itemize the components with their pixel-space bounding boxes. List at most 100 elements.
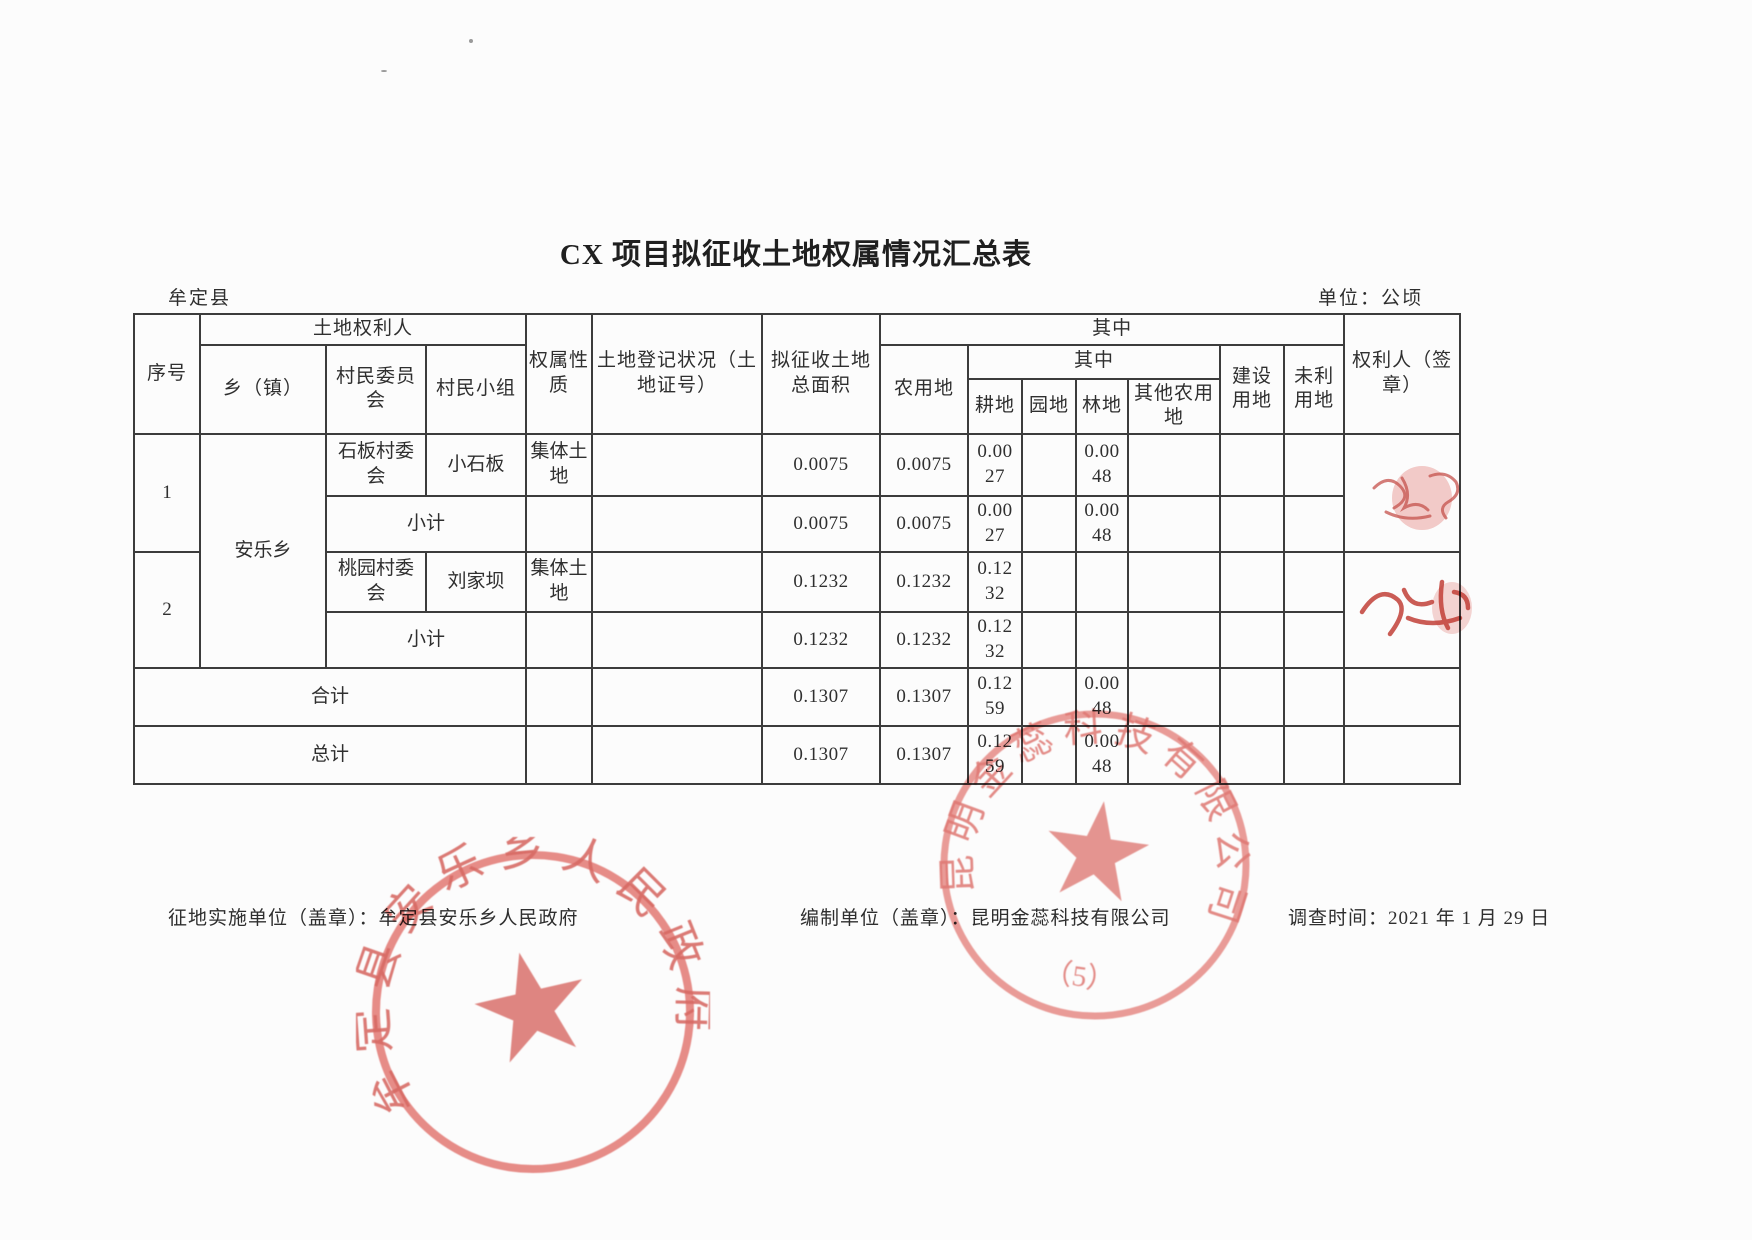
- cell-r2-nature: 集体土地: [525, 551, 594, 614]
- table-row: 小计 0.0075 0.0075 0.00 27 0.00 48: [134, 495, 1460, 554]
- cell-r1-agri: 0.0075: [879, 433, 970, 498]
- cell-total-agri: 0.1307: [879, 667, 970, 728]
- implementing-unit-line: 征地实施单位（盖章）：牟定县安乐乡人民政府: [168, 908, 579, 929]
- header-other-agricultural-land: 其他农用地: [1127, 377, 1222, 436]
- header-among-which-sub: 其中: [967, 343, 1222, 380]
- cell-grand-total-signature: [1343, 725, 1462, 786]
- cell-r1-other: [1127, 433, 1222, 498]
- cell-grand-total-nature: [525, 725, 594, 786]
- cell-r1-registration: [591, 433, 764, 498]
- cell-r2-registration: [591, 551, 764, 614]
- cell-r1-subtotal-registration: [591, 495, 764, 554]
- header-township: 乡（镇）: [199, 343, 327, 436]
- cell-grand-total-unused: [1283, 725, 1346, 786]
- cell-total-unused: [1283, 667, 1346, 728]
- table-row: 小计 0.1232 0.1232 0.12 32: [134, 611, 1460, 670]
- cell-r2-subtotal-construction: [1219, 611, 1286, 670]
- cell-r2-subtotal-registration: [591, 611, 764, 670]
- seal-star-icon: [474, 952, 583, 1063]
- cell-r1-group: 小石板: [424, 433, 528, 498]
- cell-r2-subtotal-label: 小计: [324, 611, 528, 670]
- header-unused-land: 未利用地: [1283, 343, 1346, 436]
- cell-r2-subtotal-cultivated: 0.12 32: [967, 611, 1024, 670]
- cell-grand-total-forest: 0.00 48: [1075, 725, 1130, 786]
- cell-r1-subtotal-total: 0.0075: [761, 495, 882, 554]
- cell-r2-forest: [1075, 551, 1130, 614]
- cell-r1-subtotal-agri: 0.0075: [879, 495, 970, 554]
- cell-r1-forest: 0.00 48: [1075, 433, 1130, 498]
- scan-speck: [381, 70, 387, 72]
- cell-r1-unused: [1283, 433, 1346, 498]
- cell-r2-subtotal-agri: 0.1232: [879, 611, 970, 670]
- cell-r1-subtotal-forest: 0.00 48: [1075, 495, 1130, 554]
- cell-r2-committee: 桃园村委会: [325, 551, 427, 614]
- cell-r2-cultivated: 0.12 32: [967, 551, 1024, 614]
- cell-r1-committee: 石板村委会: [325, 433, 427, 498]
- cell-r1-garden: [1021, 433, 1078, 498]
- header-village-group: 村民小组: [424, 343, 528, 436]
- cell-r1-subtotal-label: 小计: [324, 495, 528, 554]
- header-forest-land: 林地: [1075, 377, 1130, 436]
- land-ownership-summary-table: 序号 土地权利人 权属性质 土地登记状况（土地证号） 拟征收土地总面积 其中 权…: [132, 312, 1462, 786]
- government-seal-stamp: 牟定县安乐乡人民政府: [356, 837, 710, 1173]
- cell-r2-subtotal-garden: [1021, 611, 1078, 670]
- header-construction-land: 建设用地: [1219, 343, 1286, 436]
- cell-r2-subtotal-forest: [1075, 611, 1130, 670]
- company-seal-stamp: 昆明金蕊科技有限公司 （5）: [930, 694, 1264, 1020]
- header-land-rights-holder: 土地权利人: [198, 313, 528, 346]
- header-agricultural-land: 农用地: [879, 343, 970, 436]
- cell-r2-other: [1127, 551, 1222, 614]
- table-row-total: 合计 0.1307 0.1307 0.12 59 0.00 48: [132, 667, 1462, 728]
- cell-grand-total-garden: [1021, 725, 1078, 786]
- cell-r2-subtotal-other: [1127, 611, 1222, 670]
- seal-star-icon: [1048, 801, 1150, 902]
- cell-r1-cultivated: 0.00 27: [967, 433, 1024, 498]
- header-cultivated-land: 耕地: [967, 377, 1024, 436]
- cell-total-other: [1127, 667, 1222, 728]
- cell-r2-subtotal-nature: [525, 611, 594, 670]
- handwritten-signature-2: [1359, 579, 1472, 637]
- page-title: CX 项目拟征收土地权属情况汇总表: [559, 239, 1033, 271]
- header-rights-holder-signature: 权利人（签章）: [1343, 312, 1462, 436]
- cell-r2-seq: 2: [133, 551, 201, 670]
- header-row-2: 乡（镇） 村民委员会 村民小组 农用地 其中 建设用地 未利用地: [134, 343, 1460, 436]
- cell-total-total: 0.1307: [761, 667, 882, 728]
- cell-r1-subtotal-unused: [1283, 495, 1346, 554]
- table-row: 2 桃园村委会 刘家坝 集体土地 0.1232 0.1232 0.12 32: [133, 551, 1462, 670]
- header-row-3: 耕地 园地 林地 其他农用地: [134, 377, 1460, 436]
- header-ownership-nature: 权属性质: [525, 312, 594, 436]
- handwritten-signature-1: [1372, 466, 1460, 530]
- cell-r1-subtotal-garden: [1021, 495, 1078, 554]
- cell-r1-subtotal-other: [1127, 495, 1222, 554]
- cell-total-registration: [591, 667, 764, 728]
- survey-date-line: 调查时间：2021 年 1 月 29 日: [1288, 908, 1551, 929]
- cell-r2-unused: [1283, 551, 1346, 614]
- cell-r1-construction: [1219, 433, 1286, 498]
- cell-total-construction: [1219, 667, 1286, 728]
- unit-label: 单位：公顷: [1318, 288, 1424, 309]
- header-village-committee: 村民委员会: [325, 343, 427, 436]
- cell-r1-total: 0.0075: [761, 433, 882, 498]
- cell-r2-subtotal-total: 0.1232: [761, 611, 882, 670]
- cell-r1-seq: 1: [133, 433, 201, 554]
- cell-r1-subtotal-nature: [525, 495, 594, 554]
- header-land-registration: 土地登记状况（土地证号）: [591, 312, 764, 436]
- header-garden-land: 园地: [1021, 377, 1078, 436]
- cell-grand-total-agri: 0.1307: [879, 725, 970, 786]
- header-seq: 序号: [133, 312, 201, 436]
- cell-grand-total-label: 总计: [132, 725, 528, 786]
- cell-total-label: 合计: [132, 667, 528, 728]
- cell-r2-total: 0.1232: [761, 551, 882, 614]
- cell-township: 安乐乡: [199, 433, 327, 670]
- cell-r1-nature: 集体土地: [525, 433, 594, 498]
- cell-r2-subtotal-unused: [1283, 611, 1346, 670]
- seal-ring: [372, 851, 694, 1173]
- cell-r1-subtotal-cultivated: 0.00 27: [967, 495, 1024, 554]
- preparing-unit-line: 编制单位（盖章）：昆明金蕊科技有限公司: [800, 908, 1171, 929]
- cell-grand-total-construction: [1219, 725, 1286, 786]
- cell-total-signature: [1343, 667, 1462, 728]
- scan-speck: [469, 39, 473, 43]
- header-among-which: 其中: [879, 313, 1346, 346]
- cell-r2-garden: [1021, 551, 1078, 614]
